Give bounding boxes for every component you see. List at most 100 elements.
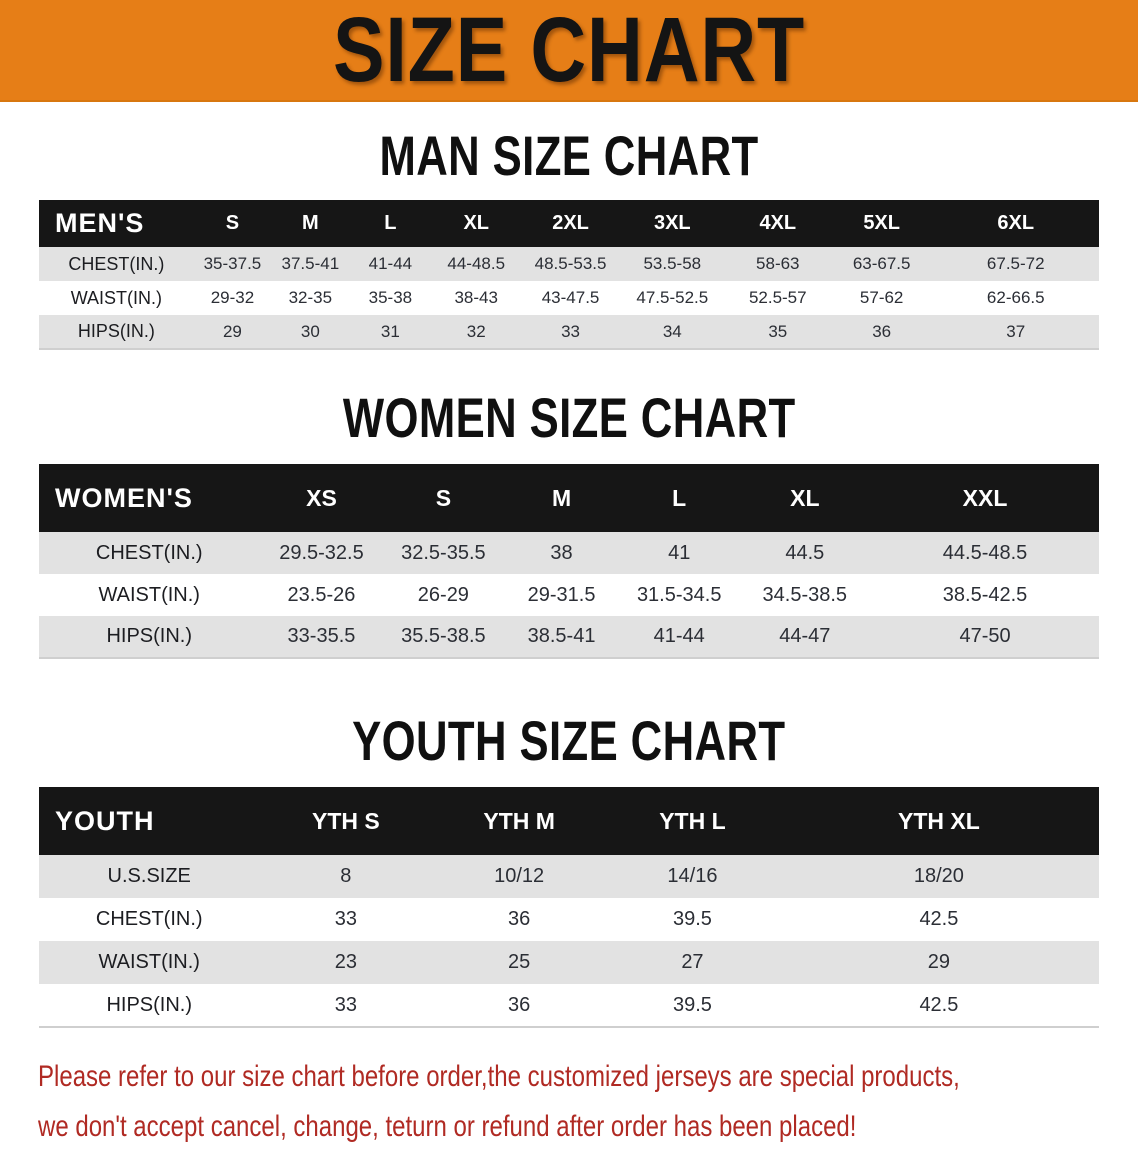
size-value-cell: 26-29 [417, 583, 469, 606]
men-size-table: MEN'S S M L XL 2XL 3XL 4XL 5XL 6XL CHEST(IN.) 35-37… [39, 200, 1099, 350]
size-value-cell: 47.5-52.5 [636, 288, 709, 307]
table-row: U.S.SIZE 8 10/12 14/16 18/20 [39, 855, 1099, 898]
table-row: WAIST(IN.) 23 25 27 29 [39, 941, 1099, 984]
table-header-row: MEN'S S M L XL 2XL 3XL 4XL 5XL 6XL [39, 200, 1099, 247]
size-column-header: YTH S [259, 787, 433, 855]
size-column-header: 4XL [724, 200, 831, 247]
table-row: WAIST(IN.) 23.5-26 26-29 29-31.5 31.5-34.5 34… [39, 574, 1099, 616]
size-value-cell: 36 [872, 321, 892, 341]
table-group-label: WOMEN'S [39, 464, 260, 532]
size-value-cell: 14/16 [667, 865, 718, 887]
row-label: WAIST(IN.) [98, 951, 200, 973]
size-value-cell: 38.5-42.5 [942, 583, 1028, 606]
table-header-row: YOUTH YTH S YTH M YTH L YTH XL [39, 787, 1099, 855]
size-column-header: 5XL [830, 200, 933, 247]
size-value-cell: 29 [222, 321, 242, 341]
size-value-cell: 42.5 [919, 908, 959, 930]
size-value-cell: 38 [550, 541, 573, 564]
men-section-heading-text: MAN SIZE CHART [379, 124, 759, 187]
size-value-cell: 44.5 [785, 541, 825, 564]
size-value-cell: 32-35 [288, 288, 333, 307]
size-value-cell: 31.5-34.5 [636, 583, 722, 606]
row-label: CHEST(IN.) [68, 253, 165, 274]
size-value-cell: 38-43 [454, 288, 498, 307]
size-value-cell: 33-35.5 [287, 625, 356, 647]
table-group-label: YOUTH [39, 787, 260, 855]
table-row: CHEST(IN.) 35-37.5 37.5-41 41-44 44-48.5 48.5… [39, 247, 1099, 281]
table-row: HIPS(IN.) 33 36 39.5 42.5 [39, 984, 1099, 1027]
size-column-header: 2XL [521, 200, 620, 247]
size-value-cell: 44-47 [779, 625, 831, 647]
notice-line-2: we don't accept cancel, change, teturn o… [38, 1110, 857, 1143]
size-value-cell: 8 [340, 865, 352, 887]
size-value-cell: 32 [466, 321, 486, 341]
women-section-heading-text: WOMEN SIZE CHART [342, 386, 796, 449]
size-value-cell: 23 [334, 951, 357, 973]
table-row: CHEST(IN.) 29.5-32.5 32.5-35.5 38 41 44.5 44.5… [39, 532, 1099, 574]
size-column-header: L [349, 200, 432, 247]
banner: SIZE CHART [0, 0, 1138, 102]
size-value-cell: 37.5-41 [281, 254, 340, 273]
size-value-cell: 62-66.5 [986, 288, 1045, 307]
size-value-cell: 29-32 [210, 288, 255, 307]
size-column-header: XS [259, 464, 384, 532]
size-value-cell: 23.5-26 [287, 583, 356, 606]
size-value-cell: 39.5 [672, 908, 712, 930]
size-value-cell: 30 [300, 321, 320, 341]
row-label: U.S.SIZE [107, 865, 191, 887]
size-value-cell: 32.5-35.5 [401, 541, 486, 564]
size-column-header: XL [431, 200, 522, 247]
size-value-cell: 36 [508, 908, 531, 930]
size-value-cell: 25 [508, 951, 531, 973]
youth-size-table: YOUTH YTH S YTH M YTH L YTH XL U.S.SIZE 8 10/12… [39, 787, 1099, 1028]
size-value-cell: 33 [334, 908, 357, 930]
size-value-cell: 41-44 [368, 254, 413, 273]
size-value-cell: 38.5-41 [527, 625, 596, 647]
row-label: WAIST(IN.) [70, 287, 163, 308]
size-column-header: 6XL [932, 200, 1099, 247]
size-value-cell: 39.5 [672, 993, 712, 1016]
size-column-header: S [193, 200, 272, 247]
size-value-cell: 58-63 [756, 254, 800, 273]
row-label: HIPS(IN.) [106, 993, 193, 1016]
size-column-header: YTH L [606, 787, 779, 855]
size-value-cell: 47-50 [959, 625, 1011, 647]
size-column-header: L [619, 464, 739, 532]
size-value-cell: 52.5-57 [748, 288, 807, 307]
size-value-cell: 27 [681, 951, 704, 973]
row-label: CHEST(IN.) [95, 908, 203, 930]
size-value-cell: 41-44 [653, 625, 705, 647]
row-label: WAIST(IN.) [98, 583, 200, 606]
size-column-header: XL [738, 464, 872, 532]
page-title: SIZE CHART [332, 0, 806, 101]
size-value-cell: 43-47.5 [541, 288, 600, 307]
row-label: HIPS(IN.) [77, 321, 155, 341]
size-value-cell: 44.5-48.5 [942, 541, 1028, 564]
size-value-cell: 41 [668, 541, 691, 564]
table-row: HIPS(IN.) 33-35.5 35.5-38.5 38.5-41 41-44 44-… [39, 616, 1099, 658]
size-value-cell: 36 [508, 993, 531, 1016]
table-row: WAIST(IN.) 29-32 32-35 35-38 38-43 43-47.5 47.… [39, 281, 1099, 315]
size-column-header: YTH M [432, 787, 607, 855]
size-value-cell: 35.5-38.5 [401, 625, 486, 647]
size-value-cell: 48.5-53.5 [534, 254, 607, 273]
size-value-cell: 34 [662, 321, 682, 341]
size-charts: MAN SIZE CHART MEN'S S M L XL 2XL 3XL 4XL 5XL 6XL… [0, 128, 1138, 1152]
size-value-cell: 37 [1006, 321, 1026, 341]
size-column-header: S [383, 464, 504, 532]
size-value-cell: 29 [927, 951, 951, 973]
youth-section-heading-text: YOUTH SIZE CHART [352, 709, 786, 772]
size-value-cell: 35-37.5 [203, 254, 262, 273]
table-row: CHEST(IN.) 33 36 39.5 42.5 [39, 898, 1099, 941]
men-section-heading: MAN SIZE CHART [0, 128, 1138, 184]
size-value-cell: 31 [380, 321, 400, 341]
size-value-cell: 34.5-38.5 [762, 583, 848, 606]
size-value-cell: 10/12 [494, 865, 545, 887]
row-label: CHEST(IN.) [95, 541, 203, 564]
size-value-cell: 57-62 [859, 288, 904, 307]
women-section-heading: WOMEN SIZE CHART [0, 390, 1138, 446]
size-column-header: YTH XL [778, 787, 1099, 855]
size-value-cell: 44-48.5 [447, 254, 506, 273]
size-column-header: 3XL [619, 200, 725, 247]
notice-line-1: Please refer to our size chart before or… [38, 1060, 960, 1093]
